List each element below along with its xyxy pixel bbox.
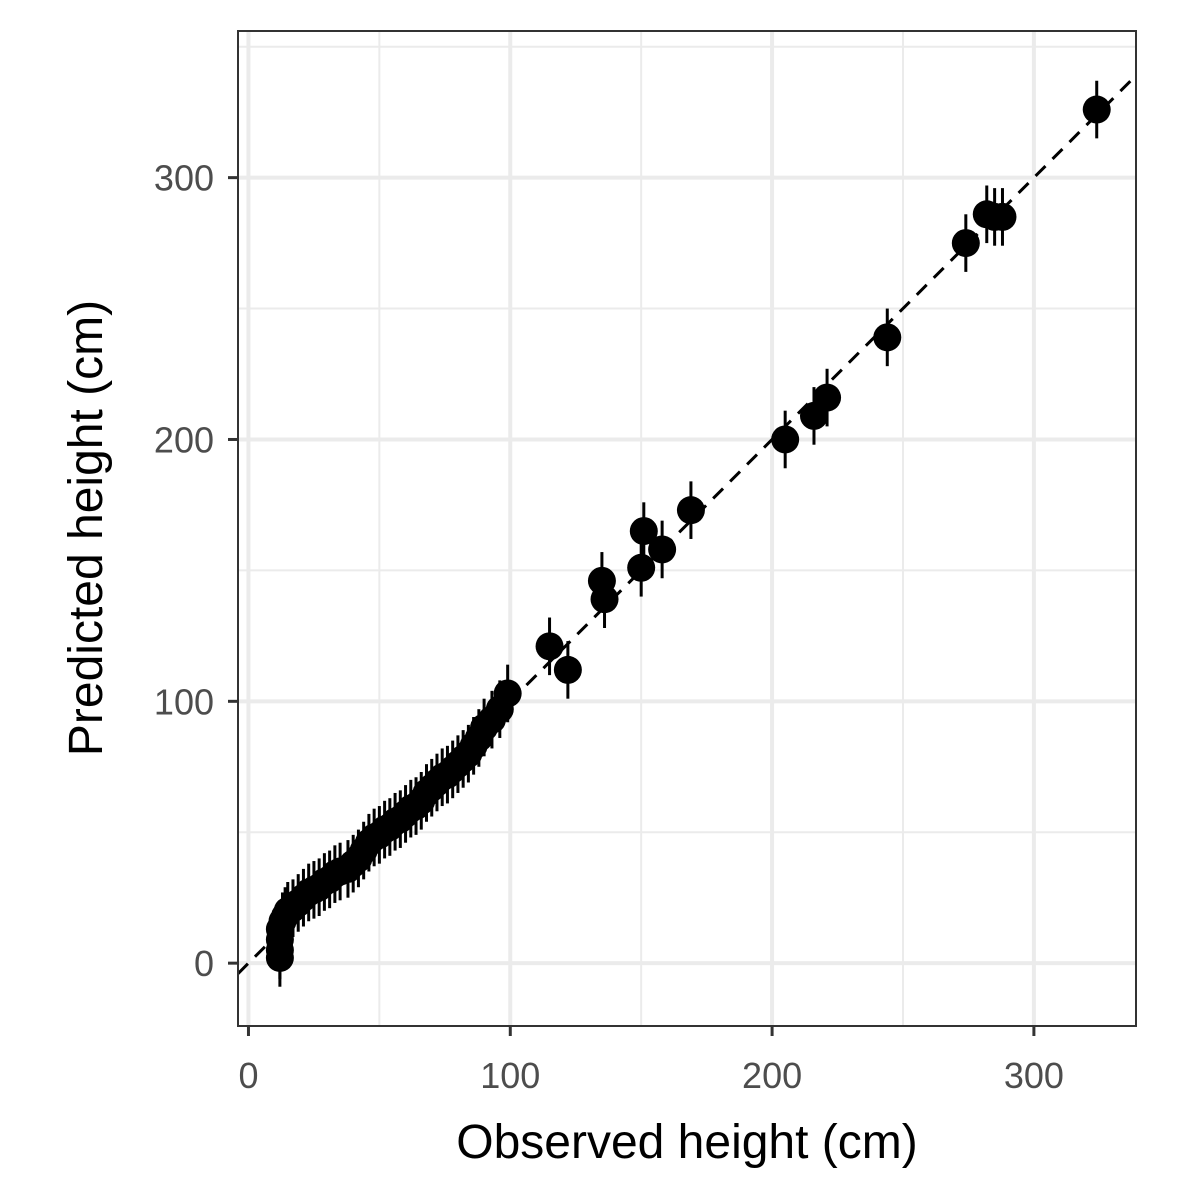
- plot-panel: [238, 31, 1136, 1026]
- y-axis-ticks: 0 100 200 300: [154, 158, 238, 984]
- y-tick-label: 100: [154, 681, 214, 722]
- data-point: [813, 383, 842, 412]
- x-tick-label: 300: [1004, 1055, 1064, 1096]
- data-point: [590, 585, 619, 614]
- data-point: [873, 323, 902, 352]
- plot-panel-border: [237, 30, 1137, 1027]
- data-point: [627, 553, 656, 582]
- data-point: [553, 655, 582, 684]
- x-axis-title: Observed height (cm): [456, 1116, 918, 1169]
- data-point: [771, 425, 800, 454]
- data-point: [535, 632, 564, 661]
- major-gridlines: [238, 31, 1136, 1026]
- data-point: [988, 202, 1017, 231]
- data-points: [265, 95, 1111, 972]
- data-point: [629, 517, 658, 546]
- data-point: [676, 496, 705, 525]
- x-tick-label: 200: [742, 1055, 802, 1096]
- x-tick-label: 0: [238, 1055, 258, 1096]
- data-point: [1082, 95, 1111, 124]
- y-tick-label: 300: [154, 158, 214, 199]
- data-point: [951, 229, 980, 258]
- x-tick-label: 100: [480, 1055, 540, 1096]
- data-point: [493, 679, 522, 708]
- y-tick-label: 0: [194, 943, 214, 984]
- y-tick-label: 200: [154, 419, 214, 460]
- data-point: [648, 535, 677, 564]
- y-axis-title: Predicted height (cm): [60, 300, 113, 756]
- x-axis-ticks: 0 100 200 300: [238, 1026, 1064, 1096]
